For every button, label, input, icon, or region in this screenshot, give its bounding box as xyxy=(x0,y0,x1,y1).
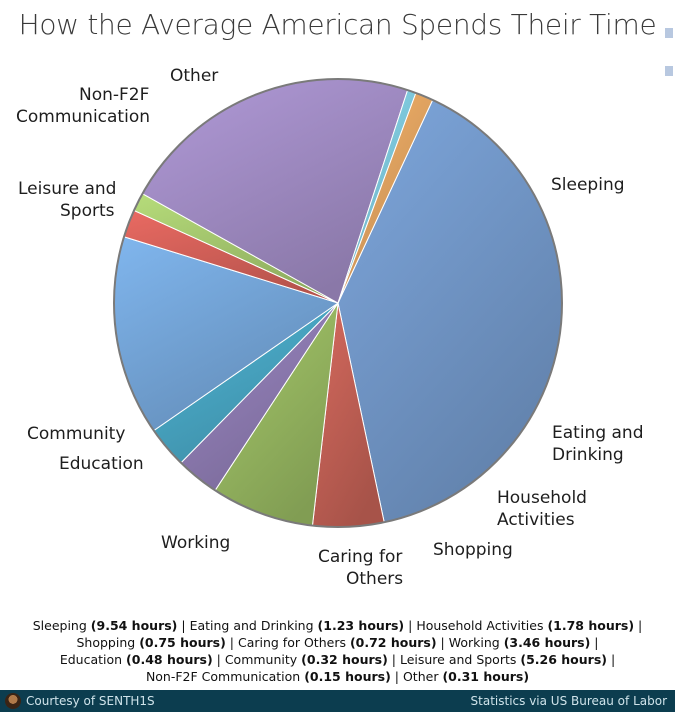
legend-item: Education (0.48 hours) xyxy=(59,652,213,667)
legend-item: Non-F2F Communication (0.15 hours) xyxy=(145,669,391,684)
label-leisure-1: Leisure and xyxy=(18,179,116,199)
footer-source: Statistics via US Bureau of Labor xyxy=(470,694,667,708)
edge-marker xyxy=(665,66,673,76)
legend-item: Caring for Others (0.72 hours) xyxy=(237,635,437,650)
legend-item: Eating and Drinking (1.23 hours) xyxy=(189,618,405,633)
label-other: Other xyxy=(170,66,218,86)
summary-legend: Sleeping (9.54 hours) | Eating and Drink… xyxy=(32,618,643,684)
footer-bar: Courtesy of SENTH1S Statistics via US Bu… xyxy=(0,690,675,712)
slice-labels: Sleeping Eating and Drinking Household A… xyxy=(16,66,644,589)
label-nonf2f-1: Non-F2F xyxy=(79,85,149,105)
legend-item: Community (0.32 hours) xyxy=(224,652,388,667)
label-household-1: Household xyxy=(497,488,587,508)
label-leisure-2: Sports xyxy=(60,201,115,221)
pie-outline xyxy=(113,78,563,528)
label-sleeping: Sleeping xyxy=(551,175,625,195)
legend-item: Shopping (0.75 hours) xyxy=(76,635,226,650)
label-eating-2: Drinking xyxy=(552,445,624,465)
legend-item: Sleeping (9.54 hours) xyxy=(32,618,178,633)
chart-title: How the Average American Spends Their Ti… xyxy=(18,8,657,41)
label-household-2: Activities xyxy=(497,510,575,530)
edge-marker xyxy=(665,28,673,38)
avatar-icon xyxy=(5,693,21,709)
legend-item: Other (0.31 hours) xyxy=(402,669,530,684)
label-education: Education xyxy=(59,454,144,474)
legend-item: Household Activities (1.78 hours) xyxy=(416,618,635,633)
legend-item: Leisure and Sports (5.26 hours) xyxy=(399,652,607,667)
label-shopping: Shopping xyxy=(433,540,513,560)
label-caring-2: Others xyxy=(346,569,403,589)
pie-chart: Sleeping Eating and Drinking Household A… xyxy=(16,66,644,589)
legend-item: Working (3.46 hours) xyxy=(448,635,591,650)
footer-credit: Courtesy of SENTH1S xyxy=(26,694,155,708)
label-working: Working xyxy=(161,533,230,553)
label-nonf2f-2: Communication xyxy=(16,107,150,127)
label-eating-1: Eating and xyxy=(552,423,644,443)
pie-slices xyxy=(113,78,563,528)
label-community: Community xyxy=(27,424,125,444)
label-caring-1: Caring for xyxy=(318,547,402,567)
